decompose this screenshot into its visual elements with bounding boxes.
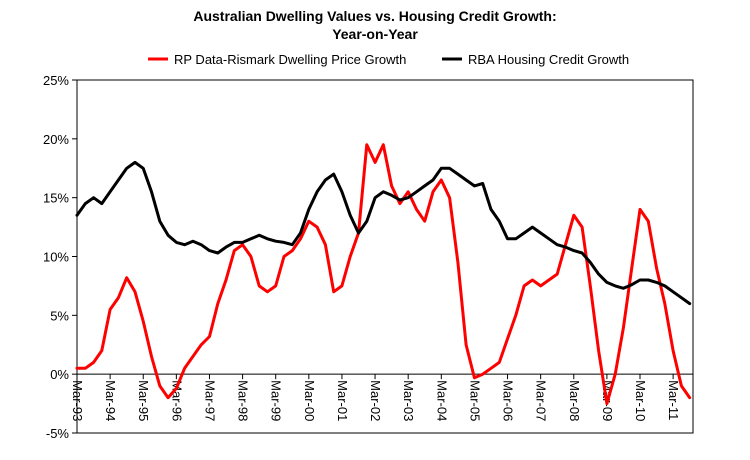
x-tick-label: Mar-04 (434, 380, 449, 421)
x-tick-label: Mar-00 (302, 380, 317, 421)
y-tick-label: 10% (43, 250, 69, 265)
chart-subtitle: Year-on-Year (332, 26, 418, 42)
legend-item-credit-growth-label: RBA Housing Credit Growth (468, 52, 629, 67)
x-tick-label: Mar-07 (534, 380, 549, 421)
x-tick-label: Mar-11 (666, 380, 681, 420)
y-tick-label: 5% (50, 308, 69, 323)
series-line-price-growth (75, 143, 692, 406)
y-tick-label: 0% (50, 367, 69, 382)
x-tick-label: Mar-10 (633, 380, 648, 421)
x-tick-label: Mar-98 (236, 380, 251, 421)
x-tick-label: Mar-93 (70, 380, 85, 421)
series-line-credit-growth (75, 160, 692, 306)
chart-title: Australian Dwelling Values vs. Housing C… (193, 8, 557, 24)
x-tick-label: Mar-05 (467, 380, 482, 421)
x-tick-label: Mar-99 (269, 380, 284, 421)
x-tick-label: Mar-03 (401, 380, 416, 421)
x-tick-label: Mar-02 (368, 380, 383, 421)
x-tick-label: Mar-94 (103, 380, 118, 421)
y-tick-label: 25% (43, 73, 69, 88)
y-tick-label: 20% (43, 132, 69, 147)
x-tick-label: Mar-95 (136, 380, 151, 421)
x-tick-label: Mar-97 (202, 380, 217, 421)
x-tick-label: Mar-06 (501, 380, 516, 421)
y-tick-label: 15% (43, 191, 69, 206)
x-tick-label: Mar-01 (335, 380, 350, 421)
legend-item-price-growth-label: RP Data-Rismark Dwelling Price Growth (174, 52, 406, 67)
x-tick-label: Mar-08 (567, 380, 582, 421)
y-tick-label: -5% (46, 426, 70, 441)
